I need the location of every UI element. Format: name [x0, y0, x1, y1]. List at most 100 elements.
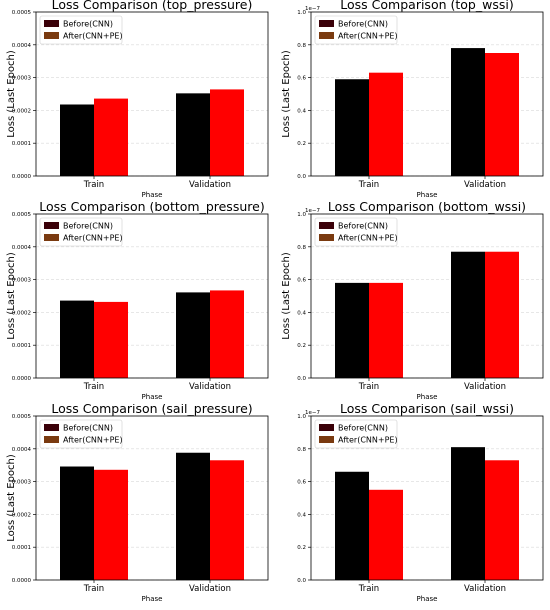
- chart-svg: Loss Comparison (sail_wssi) 0.0 0.2 0.4 0.6 0…: [297, 401, 544, 603]
- y-tick-label: 0.0003: [12, 76, 32, 82]
- bar-after-cnn-pe: [94, 301, 128, 378]
- x-tick-label: Validation: [464, 584, 506, 594]
- bar-after-cnn-pe: [210, 460, 244, 580]
- x-tick-label: Validation: [464, 180, 506, 190]
- chart-title: Loss Comparison (sail_wssi): [340, 404, 514, 416]
- bar-before-cnn: [176, 292, 210, 378]
- chart-svg: Loss Comparison (top_pressure) 0.0000 0.00…: [6, 0, 269, 199]
- bar-before-cnn: [60, 466, 94, 580]
- y-tick-label: 0.4: [297, 512, 306, 518]
- bar-after-cnn-pe: [485, 460, 519, 580]
- y-tick-label: 0.0000: [12, 376, 32, 382]
- y-tick-label: 0.6: [297, 278, 306, 284]
- chart-title: Loss Comparison (bottom_wssi): [328, 202, 526, 214]
- legend-label: Before(CNN): [63, 20, 113, 29]
- chart-panel: Loss Comparison (bottom_pressure) 0.0000 0…: [0, 199, 275, 404]
- x-tick-label: Validation: [464, 382, 506, 392]
- bar-after-cnn-pe: [485, 53, 519, 176]
- y-tick-label: 0.0004: [12, 447, 32, 453]
- legend-swatch: [319, 222, 334, 229]
- legend-label: After(CNN+PE): [63, 234, 123, 243]
- y-tick-label: 0.0000: [12, 174, 32, 180]
- chart-title: Loss Comparison (bottom_pressure): [39, 202, 264, 214]
- legend-swatch: [319, 436, 334, 443]
- y-axis-label: Loss (Last Epoch): [6, 50, 17, 138]
- legend: Before(CNN) After(CNN+PE): [314, 217, 398, 247]
- legend-label: After(CNN+PE): [63, 436, 123, 445]
- y-tick-label: 0.0005: [12, 212, 32, 218]
- chart-svg: Loss Comparison (bottom_wssi) 0.0 0.2 0.4 0.…: [281, 199, 544, 401]
- legend-swatch: [319, 20, 334, 27]
- y-axis-label: Loss (Last Epoch): [281, 252, 292, 340]
- bar-after-cnn-pe: [369, 282, 403, 378]
- y-tick-label: 0.2: [297, 141, 306, 147]
- y-tick-label: 1.0: [297, 414, 306, 420]
- legend-box: [39, 419, 123, 449]
- x-tick-label: Validation: [189, 180, 231, 190]
- chart-panel: Loss Comparison (bottom_wssi) 0.0 0.2 0.4 0.…: [275, 199, 550, 404]
- y-tick-label: 0.0001: [12, 545, 31, 551]
- chart-panel: Loss Comparison (sail_pressure) 0.0000 0.0…: [0, 401, 275, 606]
- bar-before-cnn: [451, 251, 485, 378]
- legend-swatch: [319, 424, 334, 431]
- x-tick-label: Train: [358, 180, 379, 190]
- bar-before-cnn: [451, 48, 485, 176]
- bar-before-cnn: [176, 452, 210, 580]
- legend-label: Before(CNN): [63, 222, 113, 231]
- y-tick-label: 0.0000: [12, 578, 32, 584]
- legend-label: Before(CNN): [63, 424, 113, 433]
- axes-frame: [35, 415, 269, 581]
- y-tick-label: 0.6: [297, 480, 306, 486]
- x-axis-label: Phase: [142, 595, 163, 603]
- x-axis-label: Phase: [417, 393, 438, 401]
- x-tick-label: Train: [83, 584, 104, 594]
- axes-frame: [35, 213, 269, 379]
- y-tick-label: 0.0002: [12, 310, 31, 316]
- y-axis-label: Loss (Last Epoch): [6, 454, 17, 542]
- x-tick-label: Validation: [189, 584, 231, 594]
- bar-before-cnn: [335, 471, 369, 580]
- legend: Before(CNN) After(CNN+PE): [314, 419, 398, 449]
- y-scale-label: 1e−7: [305, 208, 320, 214]
- y-tick-label: 0.0005: [12, 10, 32, 16]
- legend-label: After(CNN+PE): [338, 436, 398, 445]
- y-scale-label: 1e−7: [305, 6, 320, 12]
- chart-panel: Loss Comparison (sail_wssi) 0.0 0.2 0.4 0.6 0…: [275, 401, 550, 606]
- bar-after-cnn-pe: [485, 251, 519, 378]
- y-tick-label: 0.0003: [12, 278, 32, 284]
- legend-label: Before(CNN): [338, 222, 388, 231]
- y-tick-label: 0.0005: [12, 414, 32, 420]
- y-tick-label: 0.0: [297, 174, 306, 180]
- chart-svg: Loss Comparison (sail_pressure) 0.0000 0.0…: [6, 401, 269, 603]
- legend-swatch: [44, 424, 59, 431]
- legend-swatch: [44, 436, 59, 443]
- y-tick-label: 0.0002: [12, 512, 31, 518]
- legend: Before(CNN) After(CNN+PE): [39, 419, 123, 449]
- y-tick-label: 0.0004: [12, 245, 32, 251]
- legend-box: [314, 217, 398, 247]
- legend-label: Before(CNN): [338, 424, 388, 433]
- chart-panel: Loss Comparison (top_wssi) 0.0 0.2 0.4 0.6 0.…: [275, 0, 550, 202]
- y-tick-label: 0.6: [297, 76, 306, 82]
- x-tick-label: Train: [358, 584, 379, 594]
- legend-label: After(CNN+PE): [338, 234, 398, 243]
- x-tick-label: Train: [83, 382, 104, 392]
- legend-swatch: [44, 20, 59, 27]
- bar-after-cnn-pe: [369, 489, 403, 580]
- legend-swatch: [44, 222, 59, 229]
- bar-before-cnn: [176, 93, 210, 176]
- legend-box: [39, 15, 123, 45]
- y-axis-label: Loss (Last Epoch): [281, 50, 292, 138]
- axes-frame: [310, 415, 544, 581]
- chart-panel: Loss Comparison (top_pressure) 0.0000 0.00…: [0, 0, 275, 202]
- chart-svg: Loss Comparison (bottom_pressure) 0.0000 0…: [6, 199, 269, 401]
- y-tick-label: 0.2: [297, 545, 306, 551]
- legend: Before(CNN) After(CNN+PE): [314, 15, 398, 45]
- y-tick-label: 0.4: [297, 310, 306, 316]
- chart-title: Loss Comparison (top_pressure): [52, 0, 253, 12]
- y-tick-label: 0.0001: [12, 141, 31, 147]
- y-tick-label: 0.0003: [12, 480, 32, 486]
- legend-box: [314, 15, 398, 45]
- chart-title: Loss Comparison (sail_pressure): [51, 404, 252, 416]
